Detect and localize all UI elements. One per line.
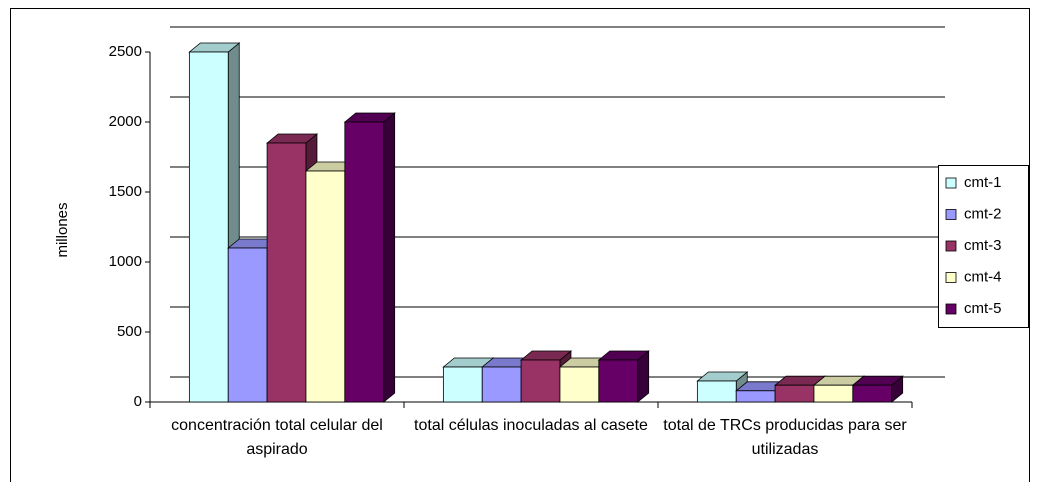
bar-front [266,142,307,403]
legend-swatch [945,272,957,283]
bar-front [696,380,737,403]
bar-side [383,112,396,403]
bar-front [774,384,815,403]
bar-front [442,366,483,403]
y-tick-label: 1000 [109,253,142,270]
bar-front [188,51,229,403]
bar-front [520,359,561,403]
bar-front [344,121,385,403]
y-axis-label: millones [54,202,71,257]
y-tick-label: 500 [117,323,142,340]
y-tick-label: 1500 [109,183,142,200]
bar-front [813,384,854,403]
bar-front [559,366,600,403]
bar-front [305,170,346,403]
bar-front [598,359,639,403]
legend-swatch [945,240,957,252]
bar-front [227,247,268,403]
y-tick-label: 2500 [109,43,142,60]
x-tick-label: total células inoculadas al casete [414,417,648,434]
legend-swatch [945,177,957,189]
legend-label: cmt-1 [964,174,1002,191]
x-tick-label: concentración total celular del aspirado [171,417,383,458]
legend-label: cmt-3 [964,237,1002,254]
x-tick-label: total de TRCs producidas para ser utiliz… [663,417,907,458]
bar [851,375,904,403]
y-tick-label: 0 [134,393,142,410]
bar [188,42,241,403]
legend-swatch [945,209,957,220]
bar-front [481,366,522,403]
bar [597,350,650,403]
legend-label: cmt-2 [964,205,1002,222]
legend-label: cmt-5 [964,300,1002,317]
bar-front [852,384,893,403]
chart-frame [10,8,1030,482]
bar [343,112,396,403]
bar-front [735,390,776,403]
y-tick-label: 2000 [109,113,142,130]
legend-label: cmt-4 [964,268,1002,285]
legend-swatch [945,303,957,315]
